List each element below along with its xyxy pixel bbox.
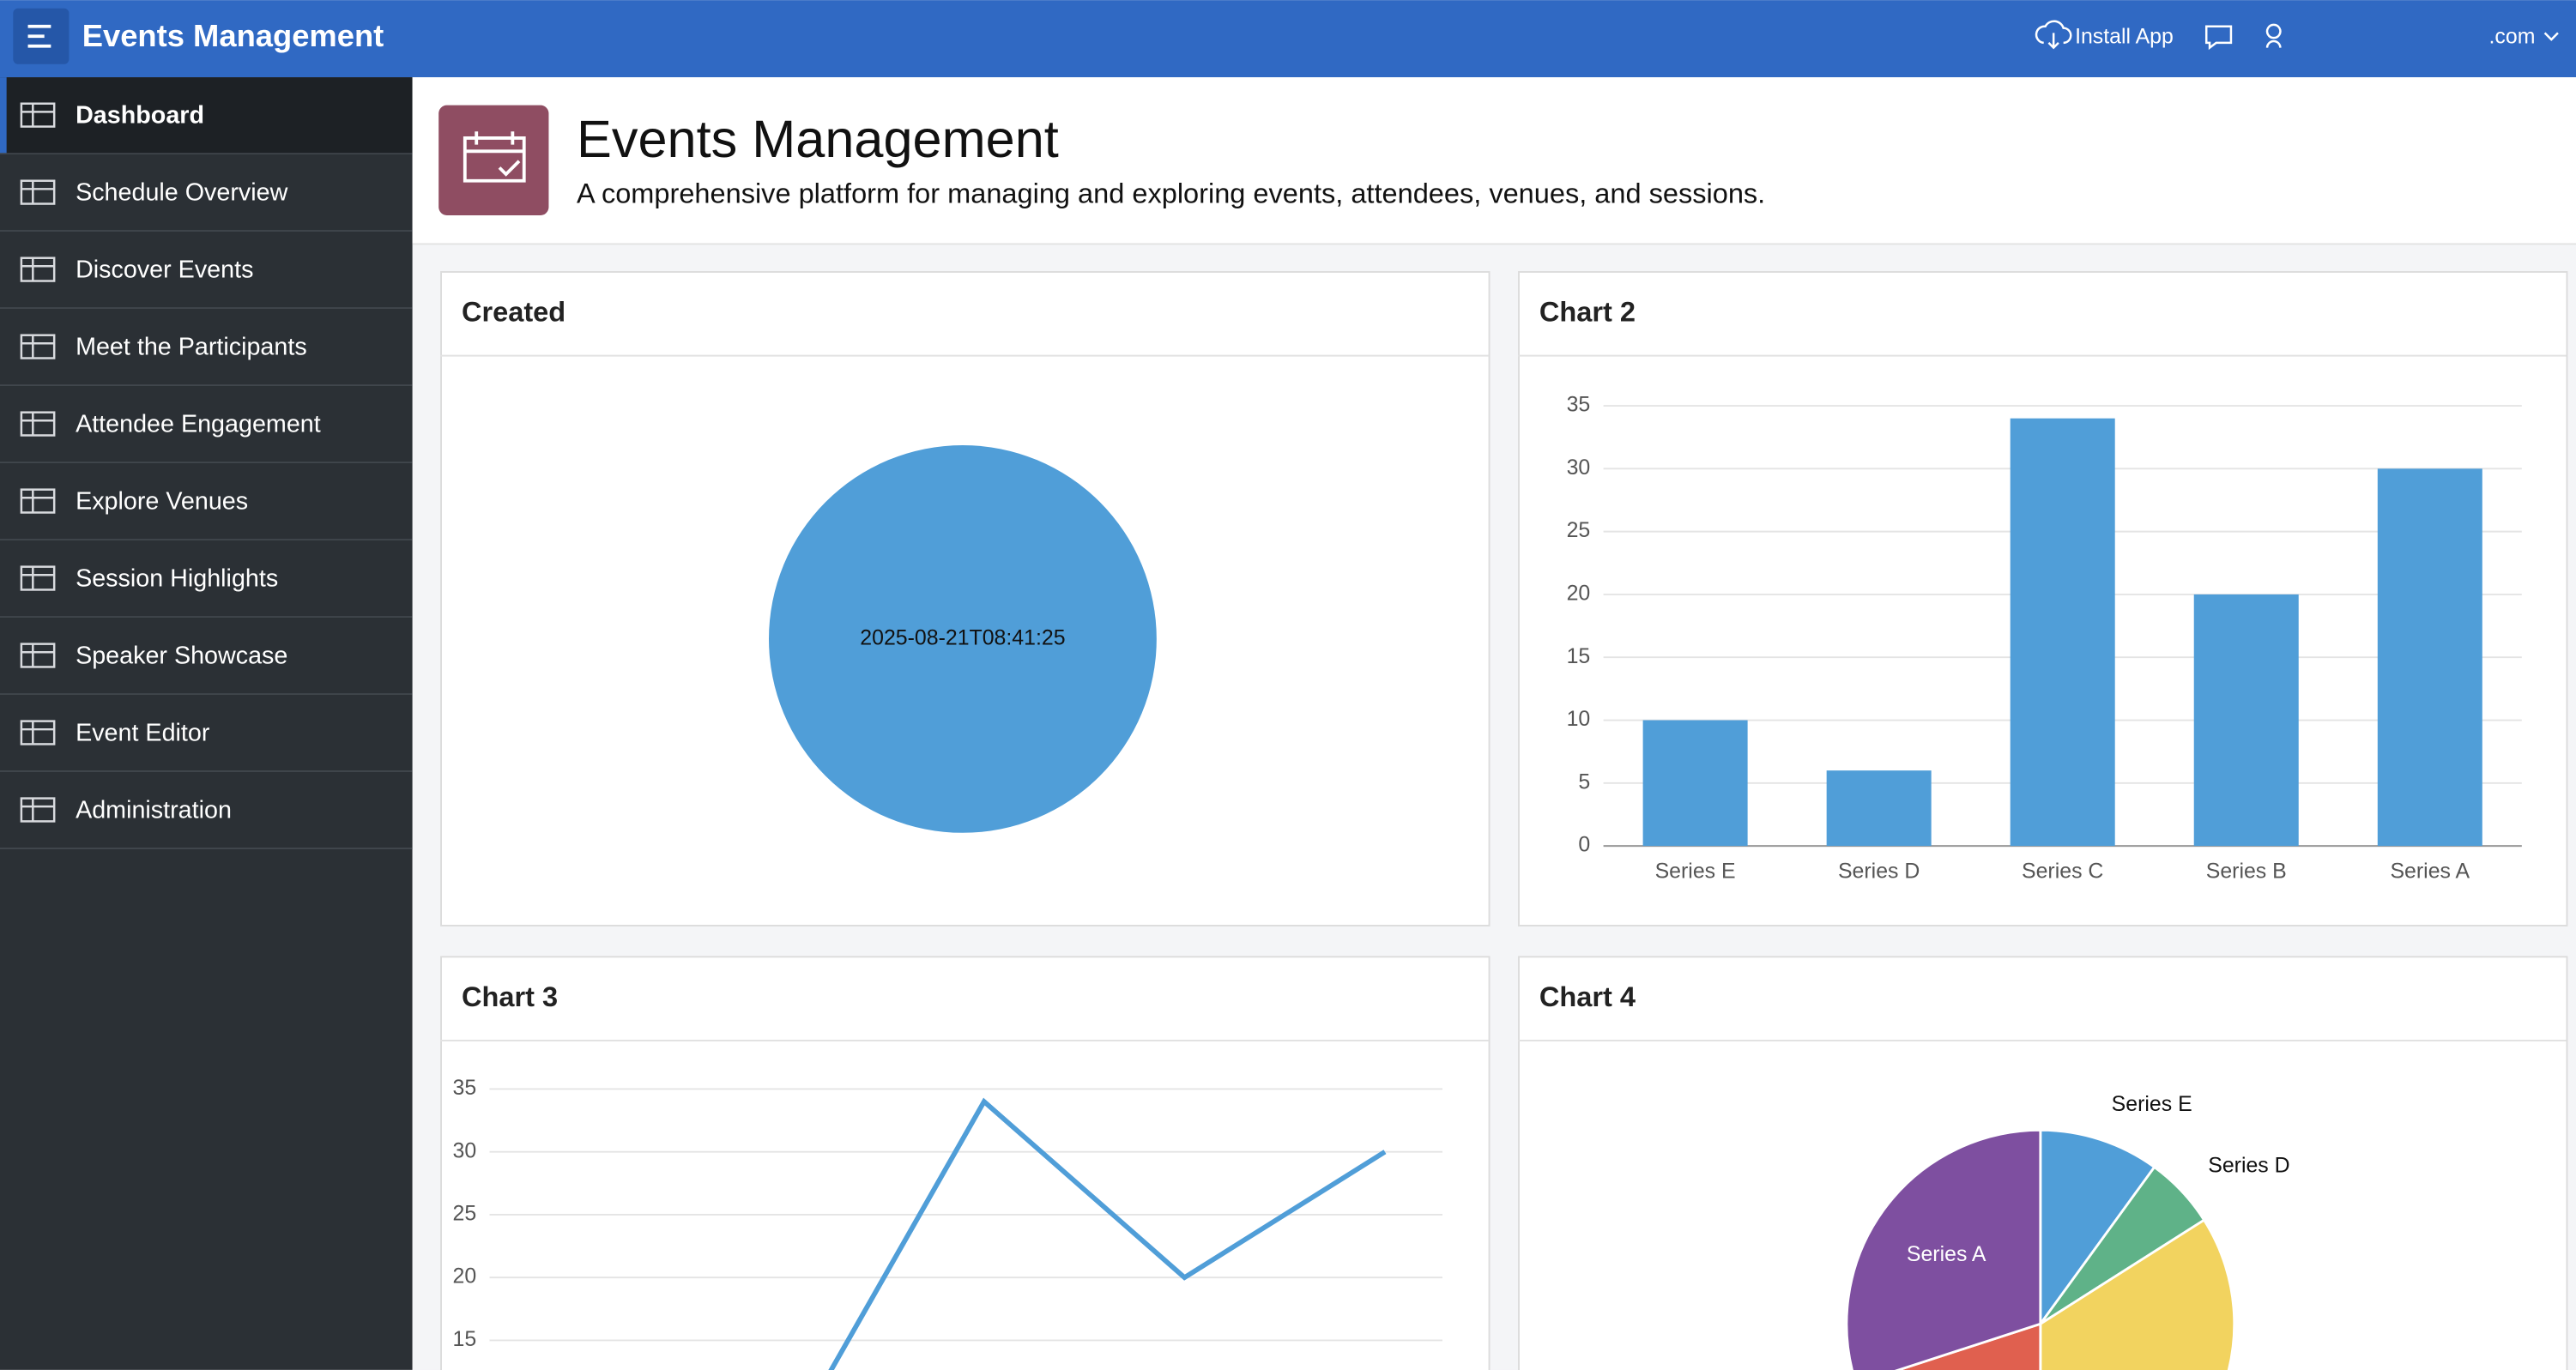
nav-item[interactable] [0,154,413,232]
nav-label[interactable]: Attendee Engagement [76,411,321,438]
line-series [828,1097,1387,1370]
page-icon [438,105,549,215]
page-title: Events Management [577,110,1059,168]
menu-icon [27,24,51,48]
chart-title: Created [462,296,565,327]
y-tick-label: 35 [1567,393,1591,417]
y-tick-label: 20 [1567,582,1591,606]
nav-icon [20,720,56,745]
pie-slice [1845,1128,2042,1370]
pie-slice [2039,1218,2236,1370]
nav-label[interactable]: Speaker Showcase [76,643,287,670]
nav-icon [20,488,56,514]
nav-item[interactable] [0,463,413,541]
x-tick-label: Series C [2022,859,2103,883]
install-icon [2035,20,2072,50]
nav-item[interactable] [0,540,413,619]
nav-label[interactable]: Meet the Participants [76,334,307,361]
bar [2010,418,2115,847]
nav-item[interactable] [0,77,413,155]
y-tick-label: 10 [1567,707,1591,731]
install-app[interactable]: Install App [2075,25,2174,49]
page-description: A comprehensive platform for managing an… [577,178,1765,209]
x-tick-label: Series A [2390,859,2470,883]
nav-icon [20,179,56,205]
pie-slice [2039,1128,2156,1328]
nav-icon [20,565,56,591]
nav-icon-grid [21,798,55,822]
nav-icon-grid [21,566,55,590]
nav-icon [20,102,56,128]
nav-icon [20,334,56,359]
pie-label: Series A [1907,1242,1986,1266]
check-icon [498,160,521,177]
user-icon[interactable] [2265,23,2282,48]
nav-item[interactable] [0,309,413,387]
nav-icon-grid [21,489,55,513]
nav-icon-grid [21,180,55,204]
nav-icon [20,797,56,823]
pie-label: Series C [2101,1367,2183,1370]
calendar-icon [463,131,526,183]
nav-icon [20,256,56,282]
y-tick-label: 25 [1567,518,1591,542]
x-tick-label: Series E [1655,859,1736,883]
y-tick-label: 15 [453,1327,477,1351]
chart-title: Chart 4 [1539,981,1636,1012]
pie-label: 2025-08-21T08:41:25 [860,625,1065,649]
y-tick-label: 0 [1578,833,1590,857]
nav-icon-grid [21,643,55,667]
nav-icon-grid [21,412,55,436]
nav-item[interactable] [0,232,413,310]
x-tick-label: Series B [2206,859,2287,883]
nav-icon-grid [21,721,55,745]
nav-label[interactable]: Schedule Overview [76,179,288,207]
nav-item[interactable] [0,618,413,695]
y-tick-label: 20 [453,1264,477,1289]
nav-icon [20,411,56,437]
y-tick-label: 30 [453,1138,477,1162]
account-menu[interactable]: .com [2489,25,2536,49]
chart-title: Chart 3 [462,981,558,1012]
nav-item[interactable] [0,771,413,849]
nav-label[interactable]: Event Editor [76,720,210,747]
pie-label: Series D [2208,1153,2289,1177]
nav-active-marker [0,77,7,155]
nav-item[interactable] [0,386,413,464]
x-tick-label: Series D [1838,859,1920,883]
app-title[interactable]: Events Management [82,18,384,53]
nav-icon-grid [21,103,55,127]
nav-icon [20,643,56,668]
nav-label[interactable]: Session Highlights [76,565,278,593]
pie-label: Series E [2112,1092,2192,1116]
nav-label[interactable]: Discover Events [76,256,253,284]
top-bar [0,0,2576,78]
chart-title: Chart 2 [1539,296,1636,327]
nav-label[interactable]: Explore Venues [76,488,248,516]
account-caret [2543,32,2559,41]
y-tick-label: 15 [1567,644,1591,668]
nav-label[interactable]: Dashboard [76,102,204,130]
chart-card [440,956,1491,1370]
pie-slice [769,444,1157,833]
nav-icon-grid [21,335,55,359]
nav-item[interactable] [0,694,413,772]
bar [2377,468,2482,847]
nav-icon-grid [21,257,55,281]
chat-icon[interactable] [2204,25,2233,51]
y-tick-label: 30 [1567,456,1591,480]
bar [1642,720,1748,847]
y-tick-label: 5 [1578,769,1590,794]
bar [1826,770,1932,847]
page-header [412,77,2576,245]
bar [2193,594,2299,847]
y-tick-label: 25 [453,1202,477,1226]
y-tick-label: 35 [453,1076,477,1100]
nav-label[interactable]: Administration [76,796,232,824]
